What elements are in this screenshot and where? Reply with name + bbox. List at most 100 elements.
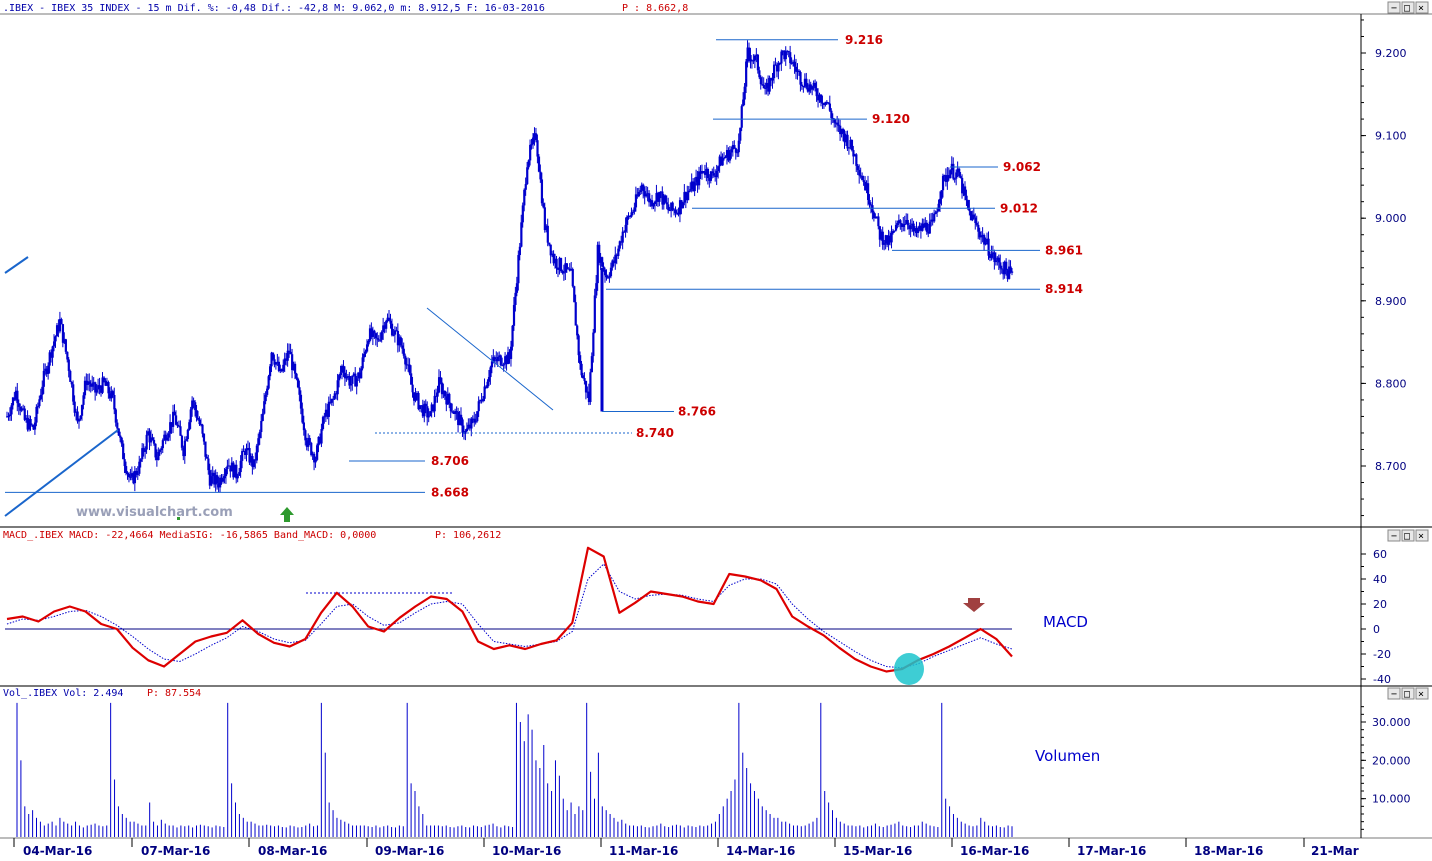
close-button[interactable]: [1415, 529, 1429, 542]
candle-body: [77, 419, 81, 422]
candle-body: [280, 369, 283, 372]
candle-body: [536, 140, 539, 157]
candle-body: [36, 406, 40, 408]
candle-body: [599, 257, 602, 263]
candle-body: [392, 334, 395, 336]
minimize-button[interactable]: [1387, 1, 1401, 14]
candle-body: [432, 404, 435, 412]
candle-body: [480, 399, 483, 402]
candle-body: [683, 192, 686, 203]
candle-body: [495, 359, 498, 362]
candle-body: [145, 434, 148, 450]
minimize-button[interactable]: [1387, 529, 1401, 542]
candle-body: [360, 368, 363, 379]
macd-tick-label: -40: [1373, 673, 1391, 686]
candle-body: [335, 393, 338, 395]
candle-body: [148, 431, 151, 443]
candle-body: [999, 262, 1002, 269]
candle-body: [54, 336, 57, 342]
candle-body: [445, 396, 448, 405]
candle-body: [66, 351, 69, 360]
candle-body: [108, 393, 112, 399]
candle-body: [637, 191, 640, 197]
candle-body: [858, 170, 861, 176]
candle-body: [120, 437, 123, 444]
candle-body: [618, 241, 621, 249]
close-button[interactable]: [1415, 1, 1429, 14]
candle-body: [195, 410, 198, 419]
candle-body: [921, 223, 924, 231]
candle-body: [169, 422, 172, 434]
candle-body: [852, 150, 855, 157]
candle-body: [703, 172, 707, 175]
candle-body: [316, 445, 319, 460]
candle-body: [681, 202, 685, 209]
candle-body: [668, 210, 671, 212]
candle-body: [770, 78, 773, 81]
candle-body: [126, 473, 129, 475]
volume-header: Vol_.IBEX Vol: 2.494: [3, 688, 123, 699]
candle-body: [255, 445, 258, 461]
candle-body: [631, 211, 635, 213]
maximize-button[interactable]: [1401, 687, 1415, 700]
candle-body: [793, 61, 796, 67]
candle-body: [843, 133, 846, 143]
candle-body: [695, 176, 698, 183]
candle-body: [527, 160, 530, 168]
candle-body: [963, 186, 967, 196]
trend-lines: [4, 256, 554, 517]
candle-body: [14, 390, 18, 400]
price-axis: 8.700 8.800 8.900 9.000 9.100 9.200: [1361, 19, 1407, 517]
candle-body: [756, 54, 760, 71]
candle-body: [436, 392, 439, 397]
candle-body: [549, 244, 552, 256]
candle-body: [533, 133, 536, 138]
candle-body: [286, 350, 289, 361]
candle-body: [965, 195, 968, 201]
candle-body: [630, 212, 633, 217]
candle-body: [502, 364, 505, 366]
date-axis: 04-Mar-16 07-Mar-16 08-Mar-16 09-Mar-16 10-M…: [13, 838, 1359, 858]
candle-body: [611, 260, 614, 268]
candle-body: [211, 472, 214, 477]
date-label: 14-Mar-16: [726, 844, 795, 857]
candle-body: [204, 441, 207, 457]
date-label: 07-Mar-16: [141, 844, 210, 857]
candle-body: [158, 450, 162, 452]
candle-body: [592, 332, 595, 357]
candle-body: [363, 353, 366, 358]
price-header-last: P : 8.662,8: [622, 3, 688, 14]
candle-body: [289, 351, 292, 355]
candle-body: [529, 144, 532, 161]
candle-body: [598, 244, 601, 263]
candle-body: [277, 361, 281, 371]
candle-body: [352, 373, 355, 376]
candle-body: [548, 242, 551, 245]
candle-body: [496, 357, 499, 362]
candle-body: [487, 377, 491, 382]
candle-body: [41, 386, 44, 395]
candle-body: [433, 395, 436, 412]
candle-body: [45, 368, 48, 374]
candle-body: [116, 422, 119, 429]
candle-body: [208, 470, 211, 486]
candle-body: [690, 181, 693, 190]
candle-body: [517, 255, 520, 284]
maximize-button[interactable]: [1401, 529, 1415, 542]
level-label: 8.766: [678, 404, 716, 418]
candle-body: [959, 176, 962, 178]
candle-body: [98, 385, 101, 389]
candle-body: [415, 393, 419, 395]
candle-body: [867, 183, 870, 201]
candle-body: [847, 147, 851, 149]
candle-body: [764, 87, 767, 89]
minimize-button[interactable]: [1387, 687, 1401, 700]
down-arrow-icon: [963, 598, 985, 612]
candle-body: [789, 52, 792, 64]
candle-body: [651, 200, 654, 207]
candle-body: [1000, 268, 1003, 270]
close-button[interactable]: [1415, 687, 1429, 700]
candle-body: [151, 437, 154, 440]
maximize-button[interactable]: [1401, 1, 1415, 14]
candle-body: [382, 325, 385, 332]
